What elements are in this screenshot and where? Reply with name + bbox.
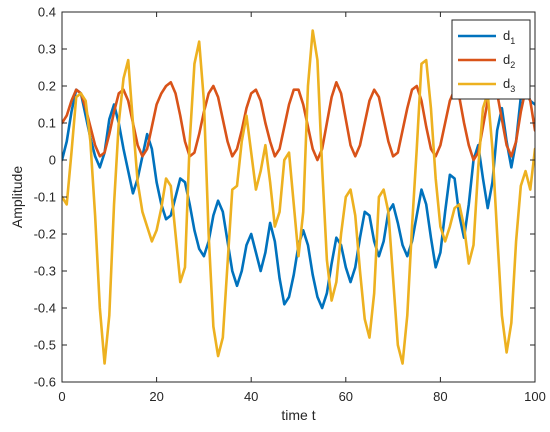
legend-label-d1: d1 xyxy=(503,28,515,46)
y-tick-label: 0.3 xyxy=(38,42,56,57)
x-tick-label: 100 xyxy=(524,389,546,404)
y-tick-label: -0.4 xyxy=(34,301,56,316)
y-tick-label: 0.4 xyxy=(38,5,56,20)
x-tick-label: 20 xyxy=(149,389,163,404)
y-tick-label: -0.1 xyxy=(34,190,56,205)
y-axis-label: Amplitude xyxy=(9,166,25,228)
legend: d1 d2 d3 xyxy=(451,19,531,100)
x-tick-label: 0 xyxy=(58,389,65,404)
y-tick-label: -0.3 xyxy=(34,264,56,279)
y-tick-label: -0.2 xyxy=(34,227,56,242)
y-tick-label: 0.1 xyxy=(38,116,56,131)
x-tick-label: 40 xyxy=(244,389,258,404)
legend-label-d3: d3 xyxy=(503,76,515,94)
x-axis-label: time t xyxy=(281,407,315,423)
y-axis: -0.6 -0.5 -0.4 -0.3 -0.2 -0.1 0 0.1 0.2 0.3 0.4 xyxy=(34,5,535,390)
y-tick-label: 0 xyxy=(49,153,56,168)
series-line-d3 xyxy=(62,29,535,365)
x-axis: 0 20 40 60 80 100 xyxy=(58,12,546,404)
y-tick-label: -0.5 xyxy=(34,338,56,353)
x-tick-label: 60 xyxy=(339,389,353,404)
y-tick-label: 0.2 xyxy=(38,79,56,94)
x-tick-label: 80 xyxy=(433,389,447,404)
legend-label-d2: d2 xyxy=(503,52,515,70)
y-tick-label: -0.6 xyxy=(34,375,56,390)
